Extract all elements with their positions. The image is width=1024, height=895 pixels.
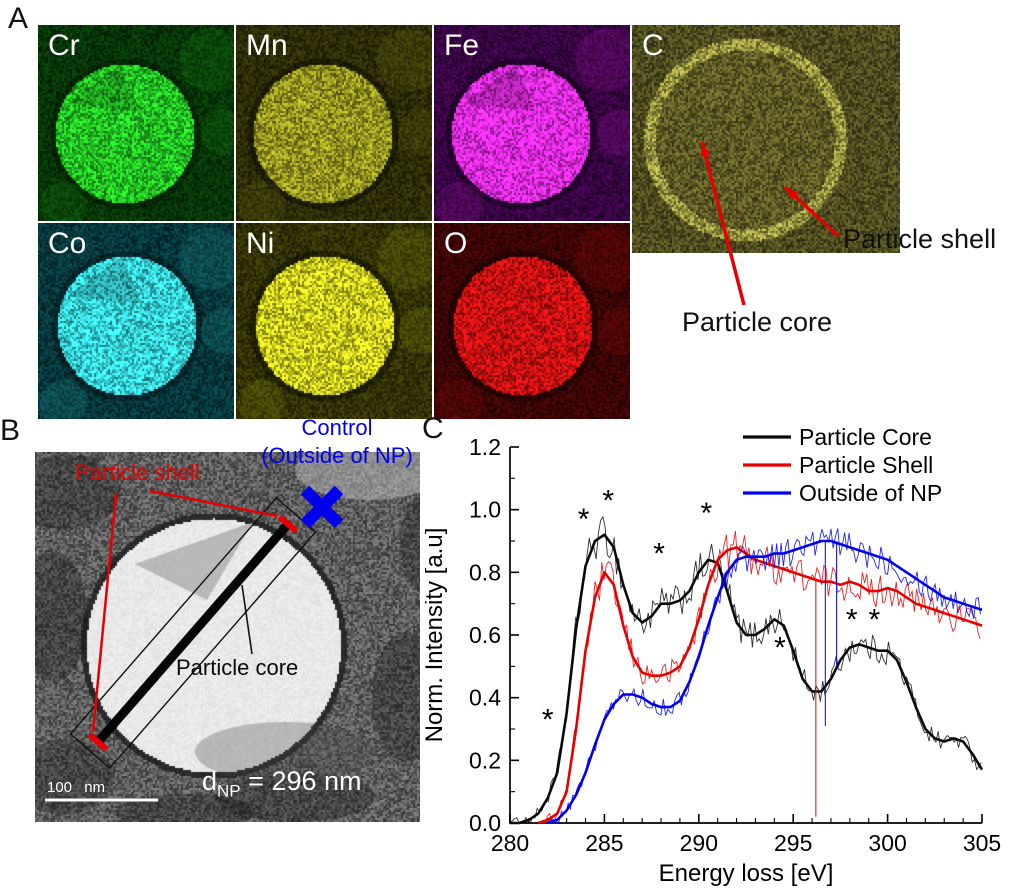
tem-control-sublabel: (Outside of NP) <box>261 443 413 468</box>
tem-control-label: Control <box>301 415 373 440</box>
series-noise-2 <box>547 528 981 824</box>
y-tick-label: 0.8 <box>469 559 501 585</box>
series-line-2 <box>547 539 983 825</box>
tem-particle-core-label: Particle core <box>176 655 299 680</box>
peak-asterisk: * <box>542 704 554 737</box>
tem-diameter-label: dNP = 296 nm <box>202 766 362 801</box>
series-line-0 <box>510 533 984 825</box>
peak-asterisk: * <box>774 632 786 665</box>
map-fe-label: Fe <box>444 29 480 62</box>
legend-label-2: Outside of NP <box>799 480 942 506</box>
map-cr-image <box>38 25 234 221</box>
map-co-label: Co <box>48 227 87 260</box>
peak-asterisk: * <box>869 603 881 636</box>
peak-asterisk: * <box>602 484 614 517</box>
map-c-label: C <box>642 29 664 62</box>
map-o-label: O <box>444 227 468 260</box>
panel-c-label: C <box>422 412 444 445</box>
x-tick-label: 295 <box>774 830 812 856</box>
y-tick-label: 0.2 <box>469 747 501 773</box>
peak-asterisk: * <box>846 603 858 636</box>
x-tick-label: 305 <box>963 830 1001 856</box>
peak-asterisk: * <box>653 538 665 571</box>
y-tick-label: 0.4 <box>469 685 501 711</box>
map-cr-label: Cr <box>48 29 80 62</box>
map-o-image <box>434 223 630 419</box>
panel-a-label: A <box>8 2 29 35</box>
eels-spectra-chart: 280 285 290 295 300 305 0.0 0.2 0.4 0.6 0.8 1.0 1.2 E… <box>425 424 1001 887</box>
peak-asterisk: * <box>578 503 590 536</box>
map-ni-label: Ni <box>246 227 275 260</box>
tem-scale-bar-label: 100 nm <box>47 779 106 796</box>
y-tick-label: 0.6 <box>469 622 501 648</box>
legend-label-1: Particle Shell <box>799 452 933 478</box>
map-ni-image <box>236 223 432 419</box>
y-tick-label: 1.2 <box>469 434 501 460</box>
tem-diameter-value: = 296 nm <box>248 766 362 796</box>
series-line-1 <box>537 546 983 825</box>
panel-b-label: B <box>0 414 21 447</box>
tem-diameter-subscript: NP <box>217 781 241 801</box>
tem-particle-shell-label: Particle shell <box>75 460 200 485</box>
x-tick-label: 300 <box>868 830 906 856</box>
map-tile-o: O <box>434 223 630 419</box>
x-tick-label: 280 <box>491 830 529 856</box>
series-noise-1 <box>538 530 981 824</box>
map-tile-cr: Cr <box>38 25 234 221</box>
peak-asterisk: * <box>701 497 713 530</box>
map-mn-label: Mn <box>246 29 288 62</box>
series-noise-0 <box>509 515 982 824</box>
x-axis-label: Energy loss [eV] <box>659 860 834 887</box>
map-fe-image <box>434 25 630 221</box>
y-tick-label: 0.0 <box>469 810 501 836</box>
map-co-image <box>38 223 234 419</box>
particle-shell-annotation: Particle shell <box>843 224 997 254</box>
map-c-image <box>632 25 900 253</box>
y-axis-label: Norm. Intensity [a.u] <box>425 528 448 743</box>
legend-label-0: Particle Core <box>799 424 932 450</box>
x-tick-label: 290 <box>680 830 718 856</box>
tem-diameter-symbol: d <box>202 766 218 796</box>
map-tile-fe: Fe <box>434 25 630 221</box>
x-tick-label: 285 <box>585 830 623 856</box>
particle-core-annotation: Particle core <box>682 307 833 337</box>
y-tick-label: 1.0 <box>469 497 501 523</box>
map-tile-ni: Ni <box>236 223 432 419</box>
map-mn-image <box>236 25 432 221</box>
map-tile-mn: Mn <box>236 25 432 221</box>
map-tile-c: C <box>632 25 900 253</box>
map-tile-co: Co <box>38 223 234 419</box>
